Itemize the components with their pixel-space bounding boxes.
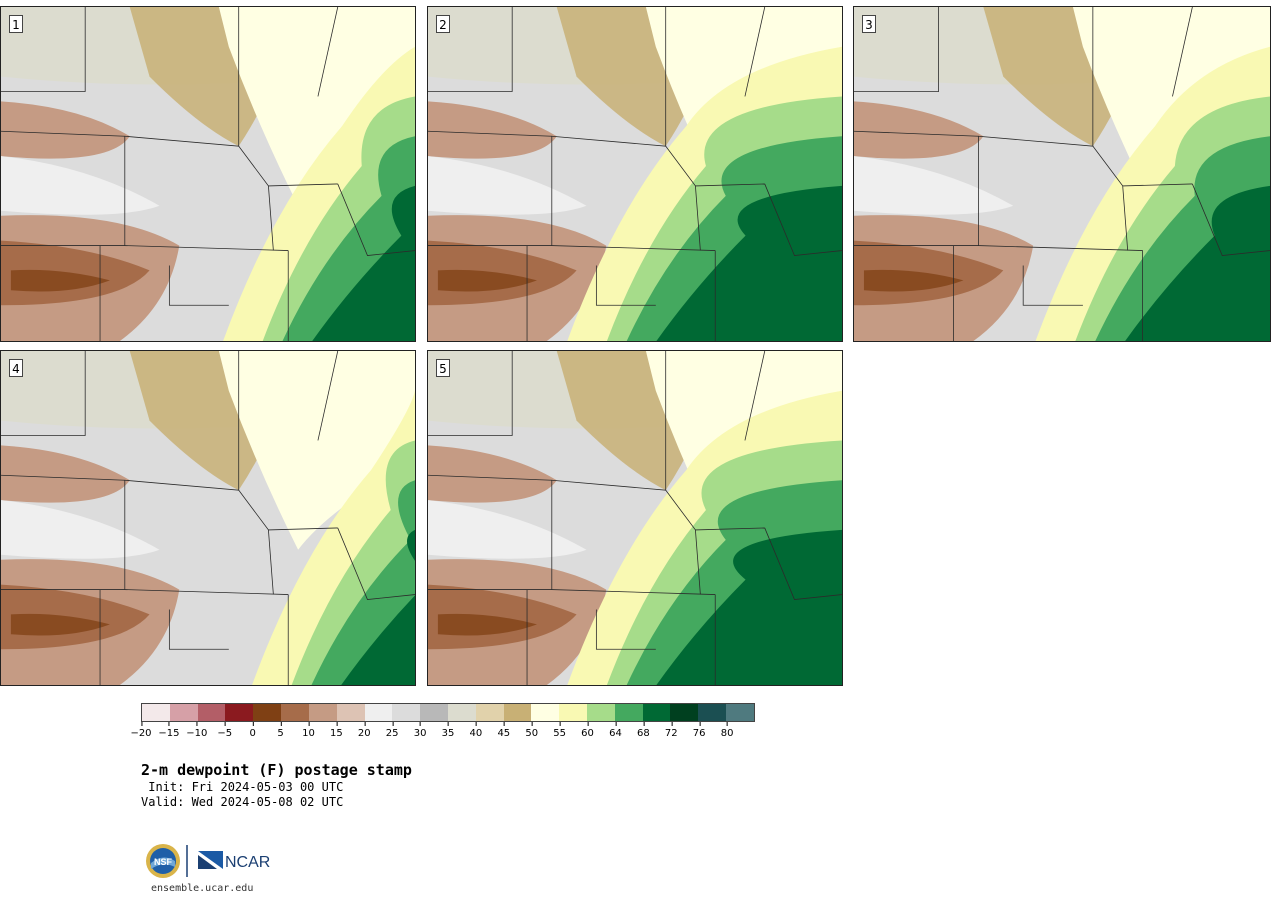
colorbar-tick-label: 60	[581, 722, 594, 739]
ensemble-member-map-1: 1	[0, 6, 416, 342]
nsf-logo-text: NSF	[154, 857, 173, 867]
ncar-logo: NCAR	[198, 851, 270, 871]
colorbar-tick-label: 72	[665, 722, 678, 739]
dewpoint-field-3	[854, 7, 1270, 341]
logos: NSF NCAR	[145, 843, 285, 879]
colorbar-tick-label: 45	[497, 722, 510, 739]
colorbar-tick-label: 10	[302, 722, 315, 739]
colorbar-tick-label: 35	[442, 722, 454, 739]
colorbar-swatch	[447, 704, 476, 721]
colorbar-swatch	[503, 704, 532, 721]
figure-title: 2-m dewpoint (F) postage stamp	[141, 761, 412, 779]
colorbar-tick-label: 0	[249, 722, 256, 739]
colorbar-swatch	[364, 704, 393, 721]
member-label-3: 3	[862, 15, 876, 33]
member-label-1: 1	[9, 15, 23, 33]
dewpoint-field-2	[428, 7, 842, 341]
colorbar-tick-label: 55	[553, 722, 566, 739]
colorbar-swatch	[559, 704, 587, 721]
colorbar-swatch	[197, 704, 226, 721]
ensemble-member-map-5: 5	[427, 350, 843, 686]
colorbar-tick-label: 30	[414, 722, 426, 739]
colorbar-swatch	[531, 704, 560, 721]
colorbar-tick-label: 50	[525, 722, 538, 739]
member-label-2: 2	[436, 15, 450, 33]
colorbar-swatch	[142, 704, 170, 721]
ensemble-member-map-4: 4	[0, 350, 416, 686]
website-url: ensemble.ucar.edu	[151, 883, 254, 894]
colorbar-tick-label: 64	[609, 722, 622, 739]
ensemble-member-map-3: 3	[853, 6, 1271, 342]
member-label-4: 4	[9, 359, 23, 377]
colorbar-swatch	[420, 704, 448, 721]
colorbar-swatch	[670, 704, 699, 721]
init-time: Init: Fri 2024-05-03 00 UTC	[141, 780, 344, 794]
colorbar-swatch	[281, 704, 309, 721]
member-label-5: 5	[436, 359, 450, 377]
colorbar-swatch	[225, 704, 254, 721]
colorbar-tick-label: 20	[358, 722, 371, 739]
colorbar-swatch	[392, 704, 421, 721]
nsf-logo: NSF	[146, 844, 180, 878]
colorbar-swatch	[726, 704, 754, 721]
colorbar-tick-label: −20	[130, 722, 152, 739]
colorbar-swatch	[698, 704, 727, 721]
dewpoint-field-1	[1, 7, 415, 341]
colorbar-swatch	[587, 704, 615, 721]
colorbar-swatch	[642, 704, 671, 721]
ensemble-member-map-2: 2	[427, 6, 843, 342]
valid-time: Valid: Wed 2024-05-08 02 UTC	[141, 795, 344, 809]
dewpoint-field-5	[428, 351, 842, 685]
colorbar-tick-label: 68	[637, 722, 650, 739]
dewpoint-colorbar	[141, 703, 755, 722]
colorbar-tick-label: −10	[186, 722, 207, 739]
colorbar-tick-label: −5	[217, 722, 232, 739]
colorbar-tick-label: 40	[470, 722, 482, 739]
colorbar-tick-label: 15	[330, 722, 343, 739]
colorbar-tick-label: 25	[386, 722, 399, 739]
colorbar-tick-label: −15	[158, 722, 179, 739]
colorbar-tick-label: 5	[277, 722, 284, 739]
colorbar-swatch	[308, 704, 337, 721]
colorbar-tick-labels: −20 −15 −10 −5 0 5 10 15 20 25 30 35 40 45 50 55 60 64 68 7…	[130, 722, 755, 742]
colorbar-tick-label: 76	[693, 722, 706, 739]
colorbar-swatch	[475, 704, 504, 721]
ncar-logo-text: NCAR	[225, 854, 270, 871]
colorbar-swatch	[614, 704, 643, 721]
dewpoint-field-4	[1, 351, 415, 685]
colorbar-swatch	[253, 704, 282, 721]
colorbar-swatch	[336, 704, 365, 721]
colorbar-tick-label: 80	[721, 722, 733, 739]
colorbar-swatch	[169, 704, 198, 721]
